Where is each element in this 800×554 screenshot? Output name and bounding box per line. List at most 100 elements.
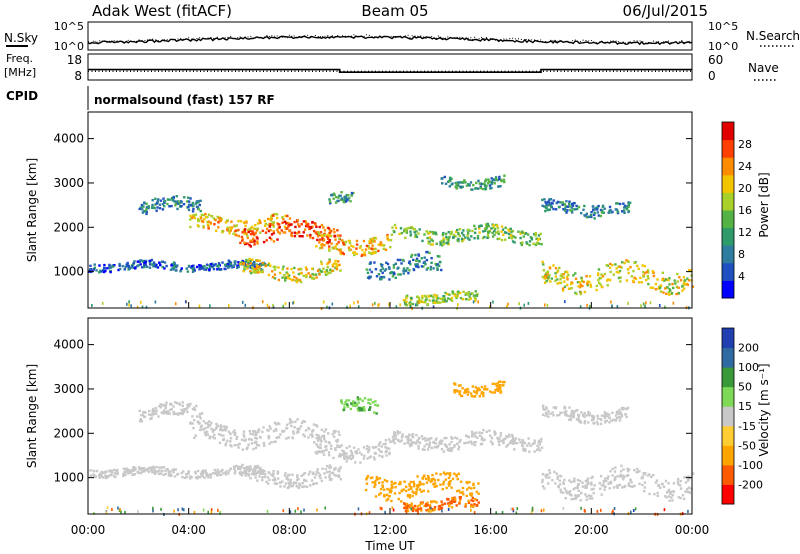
echo-point <box>539 449 542 452</box>
echo-point <box>583 415 586 419</box>
echo-point <box>98 271 101 274</box>
echo-point <box>491 231 494 235</box>
echo-point <box>457 445 461 448</box>
colorbar-segment <box>722 262 734 281</box>
echo-point <box>497 380 501 384</box>
echo-point <box>398 440 402 443</box>
noise-point <box>294 509 297 513</box>
echo-point <box>478 227 481 230</box>
echo-point <box>626 406 630 410</box>
echo-point <box>597 278 600 282</box>
echo-point <box>337 469 341 473</box>
echo-point <box>480 385 484 389</box>
echo-point <box>209 421 213 425</box>
echo-point <box>639 276 642 280</box>
echo-point <box>105 470 108 473</box>
noise-point <box>207 510 209 514</box>
echo-point <box>362 407 366 411</box>
echo-point <box>157 472 161 476</box>
echo-point <box>563 285 567 288</box>
echo-point <box>180 412 184 415</box>
echo-point <box>640 281 643 284</box>
echo-point <box>346 403 349 406</box>
echo-point <box>141 470 144 473</box>
echo-point <box>496 237 500 241</box>
echo-point <box>162 403 165 407</box>
echo-point <box>474 297 477 300</box>
echo-point <box>292 482 295 485</box>
noise-point <box>414 303 417 307</box>
noise-point <box>111 508 113 512</box>
echo-point <box>687 477 691 480</box>
echo-point <box>268 442 271 445</box>
echo-point <box>99 269 102 272</box>
echo-point <box>253 266 257 269</box>
echo-point <box>243 230 246 233</box>
echo-point <box>145 210 148 214</box>
echo-point <box>174 204 177 207</box>
echo-point <box>279 433 282 436</box>
echo-point <box>291 436 294 439</box>
echo-point <box>322 267 325 270</box>
echo-point <box>554 267 558 270</box>
echo-point <box>132 467 135 471</box>
echo-point <box>615 270 619 274</box>
noise-point <box>586 303 588 307</box>
echo-point <box>436 268 439 272</box>
echo-point <box>369 455 372 458</box>
echo-point <box>614 263 617 266</box>
echo-point <box>263 470 266 473</box>
echo-point <box>251 469 255 472</box>
echo-point <box>445 445 449 449</box>
echo-point <box>243 467 246 470</box>
echo-point <box>182 411 185 414</box>
echo-point <box>470 395 474 398</box>
echo-point <box>433 508 437 511</box>
echo-point <box>272 240 276 243</box>
echo-point <box>224 428 228 432</box>
echo-point <box>245 258 248 262</box>
echo-point <box>442 482 445 486</box>
echo-point <box>339 269 342 272</box>
echo-point <box>424 436 427 440</box>
echo-point <box>605 264 608 267</box>
echo-point <box>284 227 288 231</box>
echo-point <box>283 225 287 228</box>
echo-point <box>339 198 343 201</box>
echo-point <box>258 270 262 274</box>
echo-point <box>456 228 459 232</box>
echo-point <box>535 448 539 451</box>
echo-point <box>292 430 295 433</box>
echo-point <box>294 225 297 229</box>
echo-point <box>408 482 411 486</box>
echo-point <box>204 268 208 271</box>
echo-point <box>323 233 326 237</box>
echo-point <box>429 265 433 269</box>
echo-point <box>202 213 206 217</box>
echo-point <box>325 235 329 238</box>
echo-point <box>605 412 609 415</box>
echo-point <box>254 430 257 433</box>
echo-point <box>97 474 101 477</box>
echo-point <box>128 267 131 270</box>
echo-point <box>519 232 522 235</box>
echo-point <box>613 419 617 422</box>
echo-point <box>619 475 623 478</box>
echo-point <box>431 230 434 234</box>
echo-point <box>618 265 622 268</box>
echo-point <box>684 490 687 493</box>
echo-point <box>577 489 580 492</box>
noise-point <box>91 304 93 308</box>
echo-point <box>328 198 331 201</box>
echo-point <box>281 429 284 433</box>
echo-point <box>668 283 671 286</box>
echo-point <box>329 466 333 469</box>
echo-point <box>424 439 427 442</box>
echo-point <box>455 437 459 440</box>
freq-left-tick-low: 8 <box>74 69 82 83</box>
echo-point <box>467 501 471 504</box>
echo-point <box>467 291 470 294</box>
echo-point <box>563 203 567 206</box>
echo-point <box>162 197 165 200</box>
